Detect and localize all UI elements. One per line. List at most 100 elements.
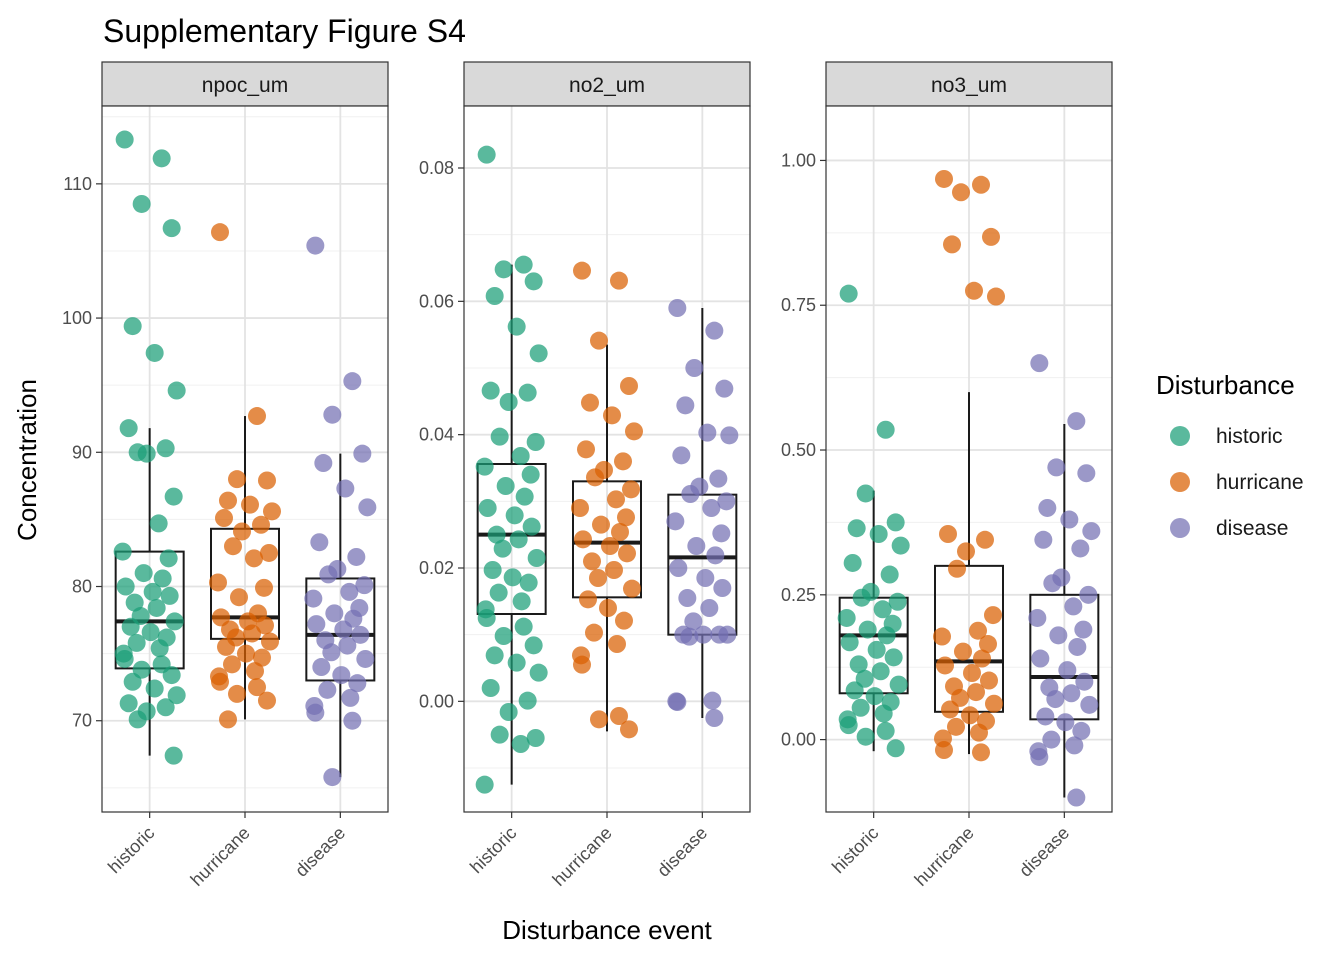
data-point <box>119 419 138 438</box>
strip-label: no3_um <box>931 74 1007 97</box>
data-point <box>617 508 635 527</box>
data-point <box>263 502 281 521</box>
x-axis-title: Disturbance event <box>502 915 712 945</box>
data-point <box>477 145 496 164</box>
data-point <box>672 446 691 465</box>
data-point <box>586 468 604 487</box>
data-point <box>481 381 500 400</box>
data-point <box>1030 354 1049 373</box>
panel-npoc_um: npoc_um 70 80 90 100 110 historic hurricane dise… <box>62 61 389 890</box>
data-point <box>499 703 518 721</box>
data-point <box>957 542 975 561</box>
data-point <box>1074 620 1093 639</box>
data-point <box>215 509 233 528</box>
data-point <box>884 648 903 667</box>
data-point <box>230 588 248 607</box>
data-point <box>115 649 134 668</box>
data-point <box>475 457 494 476</box>
data-point <box>585 623 603 642</box>
data-point <box>1031 649 1050 668</box>
data-point <box>307 615 326 634</box>
data-point <box>496 477 515 495</box>
data-point <box>211 672 229 691</box>
data-point <box>681 485 700 503</box>
legend-title: Disturbance <box>1156 370 1295 400</box>
data-point <box>356 649 375 668</box>
data-point <box>261 632 279 651</box>
data-point <box>153 569 172 588</box>
data-point <box>121 617 140 636</box>
data-point <box>260 543 278 562</box>
data-point <box>980 671 998 690</box>
strip-label: npoc_um <box>202 74 288 97</box>
data-point <box>666 512 685 531</box>
data-point <box>889 675 908 694</box>
y-tick-label: 1.00 <box>781 150 816 170</box>
data-point <box>325 604 344 623</box>
data-point <box>590 331 608 350</box>
data-point <box>145 679 164 698</box>
data-point <box>475 775 494 794</box>
data-point <box>511 447 530 465</box>
data-point <box>856 727 875 746</box>
data-point <box>685 359 704 377</box>
data-point <box>888 592 907 611</box>
x-tick-label: hurricane <box>187 823 254 890</box>
data-point <box>976 530 994 549</box>
data-point <box>972 743 990 762</box>
data-point <box>1079 585 1098 604</box>
data-point <box>248 407 266 426</box>
data-point <box>1030 747 1049 766</box>
points-hurricane <box>933 169 1005 762</box>
data-point <box>233 522 251 541</box>
data-point <box>1056 713 1075 732</box>
data-point <box>720 426 739 445</box>
y-tick-label: 70 <box>72 711 92 731</box>
y-axis: 0.00 0.25 0.50 0.75 1.00 <box>781 150 826 750</box>
y-axis: 0.00 0.02 0.04 0.06 0.08 <box>419 158 464 711</box>
data-point <box>933 627 951 646</box>
data-point <box>134 564 153 583</box>
y-axis: 70 80 90 100 110 <box>62 174 102 731</box>
y-tick-label: 0.06 <box>419 291 454 311</box>
data-point <box>243 624 261 643</box>
data-point <box>1038 498 1057 517</box>
data-point <box>128 443 147 462</box>
data-point <box>947 717 965 736</box>
data-point <box>353 444 372 463</box>
data-point <box>987 287 1005 306</box>
points-disease <box>304 236 377 787</box>
data-point <box>485 287 504 305</box>
data-point <box>125 593 144 612</box>
legend-item-hurricane: hurricane <box>1170 471 1304 494</box>
data-point <box>849 655 868 674</box>
data-point <box>590 710 608 729</box>
data-point <box>865 687 884 706</box>
data-point <box>507 653 526 672</box>
data-point <box>574 530 592 549</box>
data-point <box>527 549 546 567</box>
data-point <box>845 681 864 700</box>
legend-label: historic <box>1216 425 1283 448</box>
data-point <box>252 515 270 534</box>
data-point <box>709 469 728 488</box>
data-point <box>343 711 362 730</box>
data-point <box>351 625 370 644</box>
data-point <box>973 649 991 668</box>
data-point <box>877 626 896 645</box>
data-point <box>119 694 138 713</box>
data-point <box>256 616 274 635</box>
points-disease <box>1028 354 1101 807</box>
data-point <box>358 498 377 517</box>
data-point <box>149 514 168 533</box>
legend: Disturbance historic hurricane disease <box>1156 370 1304 540</box>
data-point <box>224 537 242 556</box>
data-point <box>115 130 134 149</box>
data-point <box>334 620 353 639</box>
data-point <box>228 470 246 489</box>
data-point <box>1047 458 1066 477</box>
data-point <box>519 573 538 592</box>
data-point <box>611 523 629 541</box>
data-point <box>241 495 259 514</box>
data-point <box>355 576 374 595</box>
